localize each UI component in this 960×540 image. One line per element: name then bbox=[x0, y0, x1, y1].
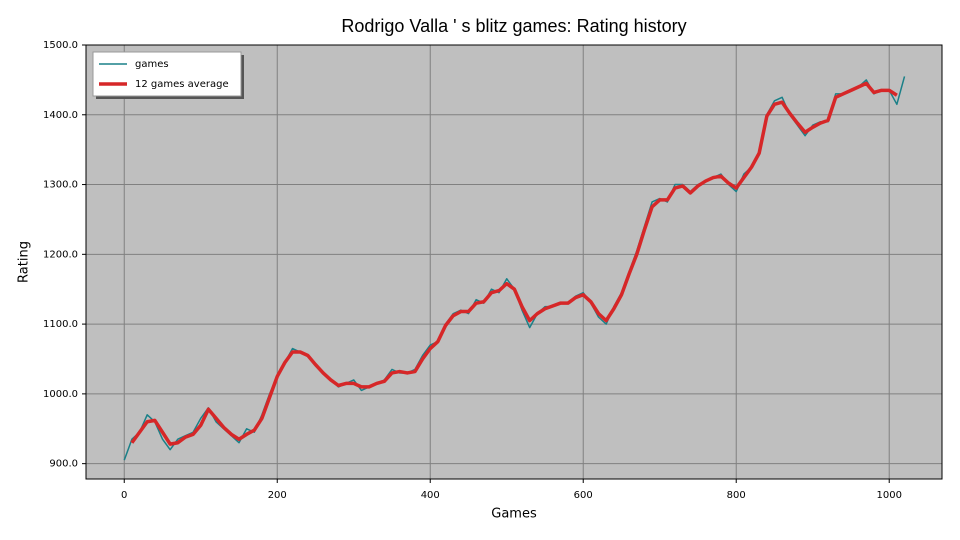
x-tick-label: 600 bbox=[574, 490, 593, 501]
y-tick-label: 1500.0 bbox=[43, 40, 78, 51]
x-tick-label: 400 bbox=[421, 490, 440, 501]
y-tick-label: 1100.0 bbox=[43, 319, 78, 330]
y-tick-label: 1300.0 bbox=[43, 180, 78, 191]
plot-area bbox=[86, 45, 942, 479]
legend-box bbox=[92, 51, 242, 97]
y-tick-label: 1200.0 bbox=[43, 249, 78, 260]
chart-title: Rodrigo Valla ' s blitz games: Rating hi… bbox=[341, 16, 686, 36]
x-tick-label: 0 bbox=[121, 490, 127, 501]
plot-frame bbox=[85, 44, 943, 480]
legend-label: 12 games average bbox=[135, 79, 229, 90]
x-tick-label: 1000 bbox=[876, 490, 901, 501]
line-series bbox=[130, 81, 898, 446]
y-tick-label: 1000.0 bbox=[43, 389, 78, 400]
x-axis-label: Games bbox=[491, 507, 537, 522]
x-tick-label: 800 bbox=[727, 490, 746, 501]
y-axis-label: Rating bbox=[17, 241, 32, 283]
legend-label: games bbox=[135, 59, 169, 70]
y-tick-label: 900.0 bbox=[49, 459, 78, 470]
x-tick-label: 200 bbox=[268, 490, 287, 501]
y-tick-label: 1400.0 bbox=[43, 110, 78, 121]
